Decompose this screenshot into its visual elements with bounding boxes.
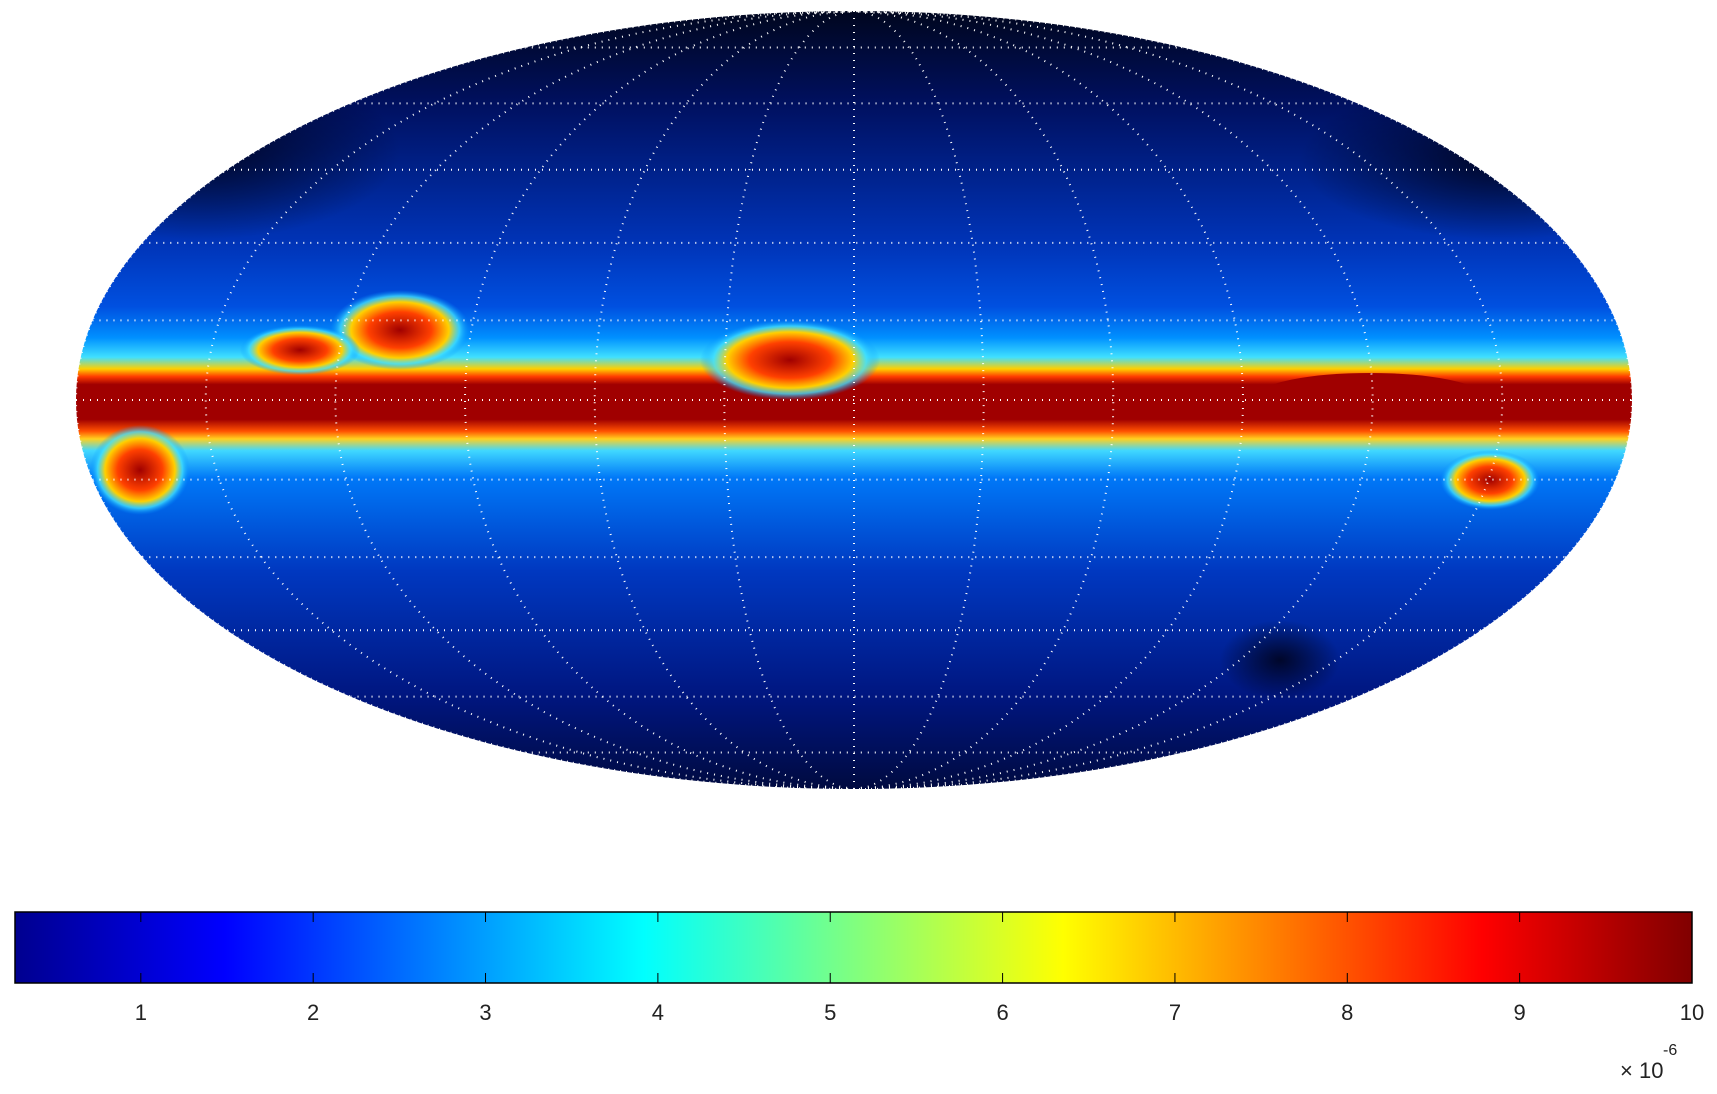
dark-region xyxy=(1220,620,1340,700)
meridian xyxy=(853,11,1245,789)
tick-label: 4 xyxy=(652,1000,664,1025)
cloud xyxy=(240,325,360,375)
tick-label: 5 xyxy=(824,1000,836,1025)
multiplier-exponent: -6 xyxy=(1663,1042,1677,1059)
tick-label: 6 xyxy=(996,1000,1008,1025)
sky-map xyxy=(76,11,1632,789)
cloud xyxy=(90,425,190,515)
tick-label: 2 xyxy=(307,1000,319,1025)
map-outline xyxy=(75,10,1633,790)
tick-label: 8 xyxy=(1341,1000,1353,1025)
tick-label: 1 xyxy=(135,1000,147,1025)
meridian xyxy=(463,11,855,789)
tick-label: 3 xyxy=(479,1000,491,1025)
cloud xyxy=(1260,373,1480,417)
colorbar xyxy=(14,911,1693,984)
cloud xyxy=(1440,450,1540,510)
dark-region xyxy=(76,60,400,240)
graticule xyxy=(76,11,1632,789)
cloud xyxy=(700,320,880,400)
tick-label: 9 xyxy=(1514,1000,1526,1025)
dark-region xyxy=(1300,80,1632,240)
tick-label: 7 xyxy=(1169,1000,1181,1025)
cloud xyxy=(330,290,470,370)
tick-label: 10 xyxy=(1680,1000,1704,1025)
colorbar-ticks: 1 2 3 4 5 6 7 8 9 10 xyxy=(135,912,1704,1025)
multiplier-base: × 10 xyxy=(1620,1058,1663,1083)
